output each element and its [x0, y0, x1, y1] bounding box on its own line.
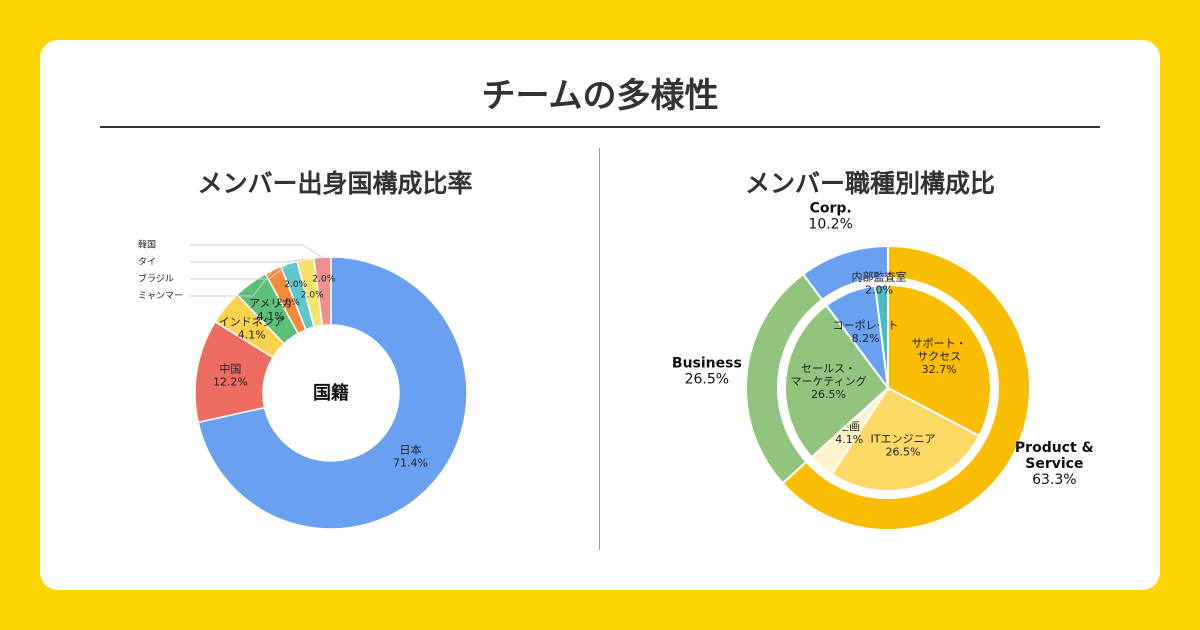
- job-pie-slice-3: [784, 304, 890, 459]
- job-label-0: サクセス: [917, 350, 961, 363]
- nationality-label-1: 12.2%: [213, 376, 248, 389]
- job-pie-slice-1: [830, 386, 981, 492]
- page-title: チームの多様性: [481, 76, 719, 116]
- department-label-1: Business: [672, 355, 742, 371]
- nationality-value-6: 2.0%: [301, 290, 324, 300]
- job-label-5: 内部監査室: [851, 269, 906, 283]
- job-label-0: 32.7%: [922, 363, 957, 376]
- nationality-donut-chart: 国籍日本71.4%中国12.2%インドネシア4.1%アメリカ4.1%2.0%ミャ…: [138, 240, 468, 530]
- job-label-0: サポート・: [912, 337, 967, 350]
- job-label-2: 4.1%: [835, 433, 863, 446]
- leader-line-6: [190, 258, 306, 263]
- nationality-outside-label-4: ミャンマー: [138, 292, 183, 302]
- job-type-nested-pie-chart: サポート・サクセス32.7%ITエンジニア26.5%企画4.1%セールス・マーケ…: [672, 200, 1094, 531]
- nationality-value-7: 2.0%: [312, 275, 335, 285]
- job-pie-slice-5: [873, 283, 889, 389]
- department-label-2: Corp.: [810, 200, 852, 216]
- department-label-1: 26.5%: [685, 371, 729, 387]
- job-label-1: 26.5%: [886, 445, 921, 458]
- job-label-5: 2.0%: [865, 283, 893, 296]
- job-label-4: 8.2%: [852, 332, 880, 345]
- chart-title-job-type: メンバー職種別構成比: [744, 169, 995, 198]
- department-ring-slice-2: [801, 244, 889, 302]
- nationality-slice-7: [313, 256, 332, 327]
- title-divider: [100, 126, 1100, 128]
- nationality-label-0: 日本: [400, 442, 422, 456]
- leader-line-7: [190, 244, 323, 258]
- nationality-slice-0: [197, 256, 468, 530]
- nationality-outside-label-6: タイ: [138, 257, 156, 268]
- job-label-3: 26.5%: [811, 388, 846, 401]
- nationality-label-2: インドネシア: [219, 315, 285, 328]
- nationality-label-3: 4.1%: [257, 310, 285, 323]
- nationality-outside-label-5: ブラジル: [138, 273, 174, 285]
- vertical-divider: [599, 148, 600, 550]
- leader-line-5: [190, 263, 290, 280]
- job-pie-slice-0: [887, 283, 992, 438]
- department-ring-slice-0: [781, 244, 1031, 531]
- nationality-value-4: 2.0%: [277, 298, 300, 308]
- job-label-3: セールス・: [801, 362, 856, 375]
- chart-title-nationality: メンバー出身国構成比率: [197, 169, 473, 198]
- nationality-label-3: アメリカ: [249, 297, 292, 310]
- nationality-label-1: 中国: [219, 363, 241, 376]
- department-label-2: 10.2%: [808, 216, 852, 232]
- job-label-1: ITエンジニア: [871, 432, 936, 445]
- nationality-label-0: 71.4%: [393, 456, 428, 469]
- department-label-0: Service: [1025, 456, 1083, 472]
- nationality-value-5: 2.0%: [284, 280, 307, 290]
- donut-center-label: 国籍: [313, 382, 349, 404]
- department-label-0: 63.3%: [1032, 472, 1076, 488]
- job-label-3: マーケティング: [790, 374, 866, 388]
- nationality-label-2: 4.1%: [238, 328, 266, 341]
- department-label-0: Product &: [1015, 440, 1094, 456]
- nationality-outside-label-7: 韓国: [138, 240, 156, 251]
